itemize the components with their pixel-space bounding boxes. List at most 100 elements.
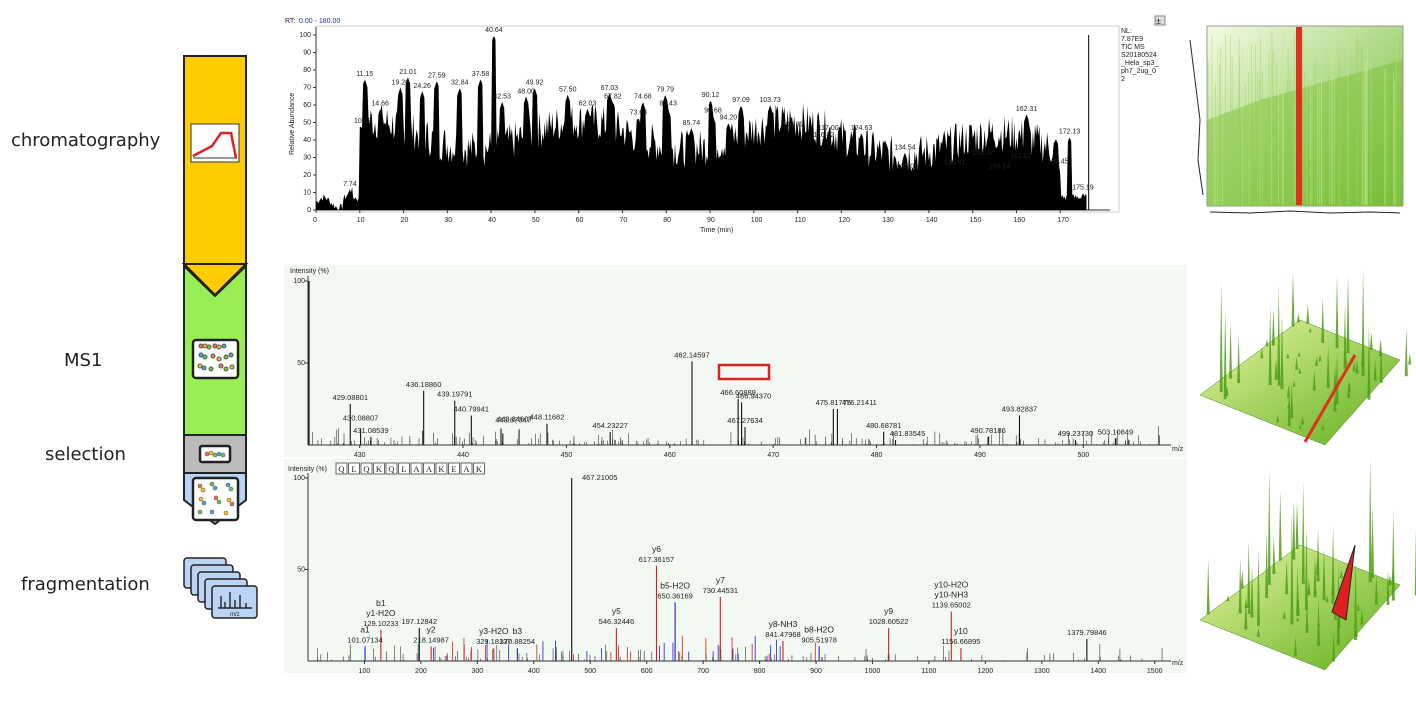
chromatogram-peak-label: 85.74	[683, 120, 701, 127]
chromatogram-peak-label: 57.50	[559, 87, 577, 94]
chromatogram-peak-label: 90.68	[704, 108, 722, 115]
ms2-x-tick-label: 200	[415, 668, 427, 675]
sequence-residue: Q	[338, 464, 344, 474]
ms1-peaks	[308, 281, 1160, 445]
workflow-arrow	[181, 55, 249, 526]
ms1-panel: Intensity (%) m/z 430 440 450 460 470 480 490 5…	[284, 265, 1187, 459]
chromatogram-info-line: 7.87E9	[1121, 36, 1143, 43]
ms1-peak-labels: 429.08801 430.08807 431.08539 436.18860439.…	[333, 350, 1134, 438]
ms2-peak-label: 1156.66895	[941, 637, 980, 646]
ms1-peak-label: 467.27634	[727, 416, 762, 425]
sequence-residue: E	[451, 464, 456, 474]
ms1-peak-label: 429.08801	[333, 393, 368, 402]
chromatogram-y-tick-label: 70	[303, 85, 311, 92]
chromatogram-x-tick-label: 40	[488, 217, 496, 224]
ms2-peak-label: 1139.65002	[932, 601, 971, 610]
selected-precursor-box[interactable]	[717, 363, 771, 381]
chromatogram-area	[316, 36, 1087, 210]
stage-label-selection: selection	[45, 444, 126, 465]
chromatography-arrowhead	[181, 263, 249, 297]
chromatogram-x-tick-label: 60	[576, 217, 584, 224]
chromatogram-peak-label: 116.02	[813, 132, 834, 139]
chromatogram-x-tick-label: 30	[444, 217, 452, 224]
ms1-peak-label: 475.81775	[816, 398, 851, 407]
sequence-residue: Q	[388, 464, 394, 474]
chromatogram-info-line: 2	[1121, 76, 1125, 83]
stage-label-chromatography: chromatography	[11, 130, 161, 151]
ms1-peak-label: 476.21411	[842, 398, 877, 407]
chromatogram-peak-label: 175.19	[1072, 185, 1094, 192]
ms2-ion-annotation: b5-H2O	[660, 580, 690, 590]
ms1-x-tick-label: 430	[354, 452, 366, 459]
chromatogram-peak-label: 172.13	[1059, 129, 1081, 136]
chromatogram-info-line: NL:	[1121, 28, 1132, 35]
chromatogram-x-tick-label: 110	[795, 217, 806, 224]
chromatogram-info-line: _Hela_sp3_	[1120, 60, 1158, 67]
chromatogram-peak-label: 73.63	[630, 109, 648, 116]
chromatogram-info-line: S20180524	[1121, 52, 1157, 59]
chromatogram-peak-label: 14.66	[371, 101, 389, 108]
ms2-xlabel: m/z	[1172, 660, 1184, 667]
ms2-y-tick-label: 50	[297, 567, 305, 574]
chromatogram-ylabel: Relative Abundance	[289, 93, 296, 155]
ms1-x-tick-label: 450	[561, 452, 573, 459]
chromatogram-x-tick-label: 130	[882, 217, 894, 224]
ms2-peak-label: 467.21005	[582, 473, 617, 482]
ms2-ion-annotation: a1	[360, 624, 370, 634]
ms2-x-tick-label: 700	[697, 668, 709, 675]
rt-prefix: RT:	[285, 18, 295, 25]
chromatogram-peak-label: 124.63	[851, 125, 873, 132]
chromatogram-peak-label: 24.26	[413, 83, 431, 90]
sequence-residue-box	[348, 462, 360, 475]
sequence-residue-box	[460, 462, 473, 475]
chromatogram-peak-label: 49.92	[526, 80, 544, 87]
ms2-peak-label: 905.51978	[801, 635, 836, 644]
lcms-heatmap	[1189, 25, 1404, 214]
ms1-xlabel: m/z	[1172, 446, 1184, 453]
sequence-residue: L	[351, 464, 356, 474]
ms1-peak-label: 448.11682	[530, 413, 565, 422]
chromatogram-x-tick-label: 20	[401, 217, 409, 224]
sequence-residue-box	[435, 462, 448, 475]
pin-button[interactable]	[1154, 15, 1166, 26]
ms1-peak-label: 481.83545	[890, 429, 925, 438]
sequence-residue: L	[401, 464, 406, 474]
ms2-ion-annotation: y9	[884, 606, 893, 616]
ms1-peak-label: 443.67047	[495, 416, 530, 425]
ms2-peak-label: 129.10233	[363, 619, 398, 628]
ms2-ion-annotation: y6	[652, 544, 661, 554]
sequence-residue: A	[426, 464, 433, 474]
chromatogram-x-tick-label: 90	[707, 217, 715, 224]
sequence-residue-box	[385, 462, 398, 475]
chromatogram-x-tick-label: 50	[532, 217, 540, 224]
ms1-peak-label: 490.78186	[970, 426, 1005, 435]
ms2-peak-label: 329.18137	[476, 637, 511, 646]
chromatogram-y-tick-label: 10	[303, 190, 311, 197]
ms1-ylabel: Intensity (%)	[290, 268, 329, 275]
sequence-residue: A	[413, 464, 420, 474]
chromatogram-peak-label: 80.43	[659, 101, 677, 108]
ms2-x-tick-label: 1100	[921, 668, 936, 675]
ms2-ion-annotation: b1	[376, 598, 386, 608]
chromatogram-peak-label: 27.59	[428, 73, 446, 80]
sequence-residue: K	[476, 464, 483, 474]
chromatogram-x-tick-label: 80	[663, 217, 671, 224]
chromatogram-y-tick-label: 100	[299, 32, 311, 39]
ms1-peak-label: 466.60889	[720, 388, 755, 397]
chromatogram-peak-label: 108.89	[782, 122, 804, 129]
peptide-mixture-icon	[191, 338, 240, 380]
isolation-window-marker	[1331, 544, 1356, 621]
ms2-peak-label: 1379.79846	[1067, 628, 1107, 637]
chromatogram-xlabel: Time (min)	[700, 227, 733, 234]
chromatogram-y-tick-label: 40	[303, 137, 311, 144]
ms1-peak-label: 439.19791	[437, 390, 472, 399]
chromatogram-y-tick-label: 60	[303, 102, 311, 109]
chromatogram-peak-label: 117.00	[818, 125, 839, 132]
ms1-peak-label: 430.08807	[343, 414, 378, 423]
chromatogram-x-tick-label: 100	[751, 217, 763, 224]
chromatogram-panel: RT: 0.00 - 180.00 ± Relative Abundance T…	[285, 15, 1166, 234]
ms2-peak-label: 101.07134	[347, 635, 382, 644]
ms2-peak-label: 546.32446	[599, 617, 634, 626]
ms1-peak-label: 466.94370	[736, 391, 771, 400]
